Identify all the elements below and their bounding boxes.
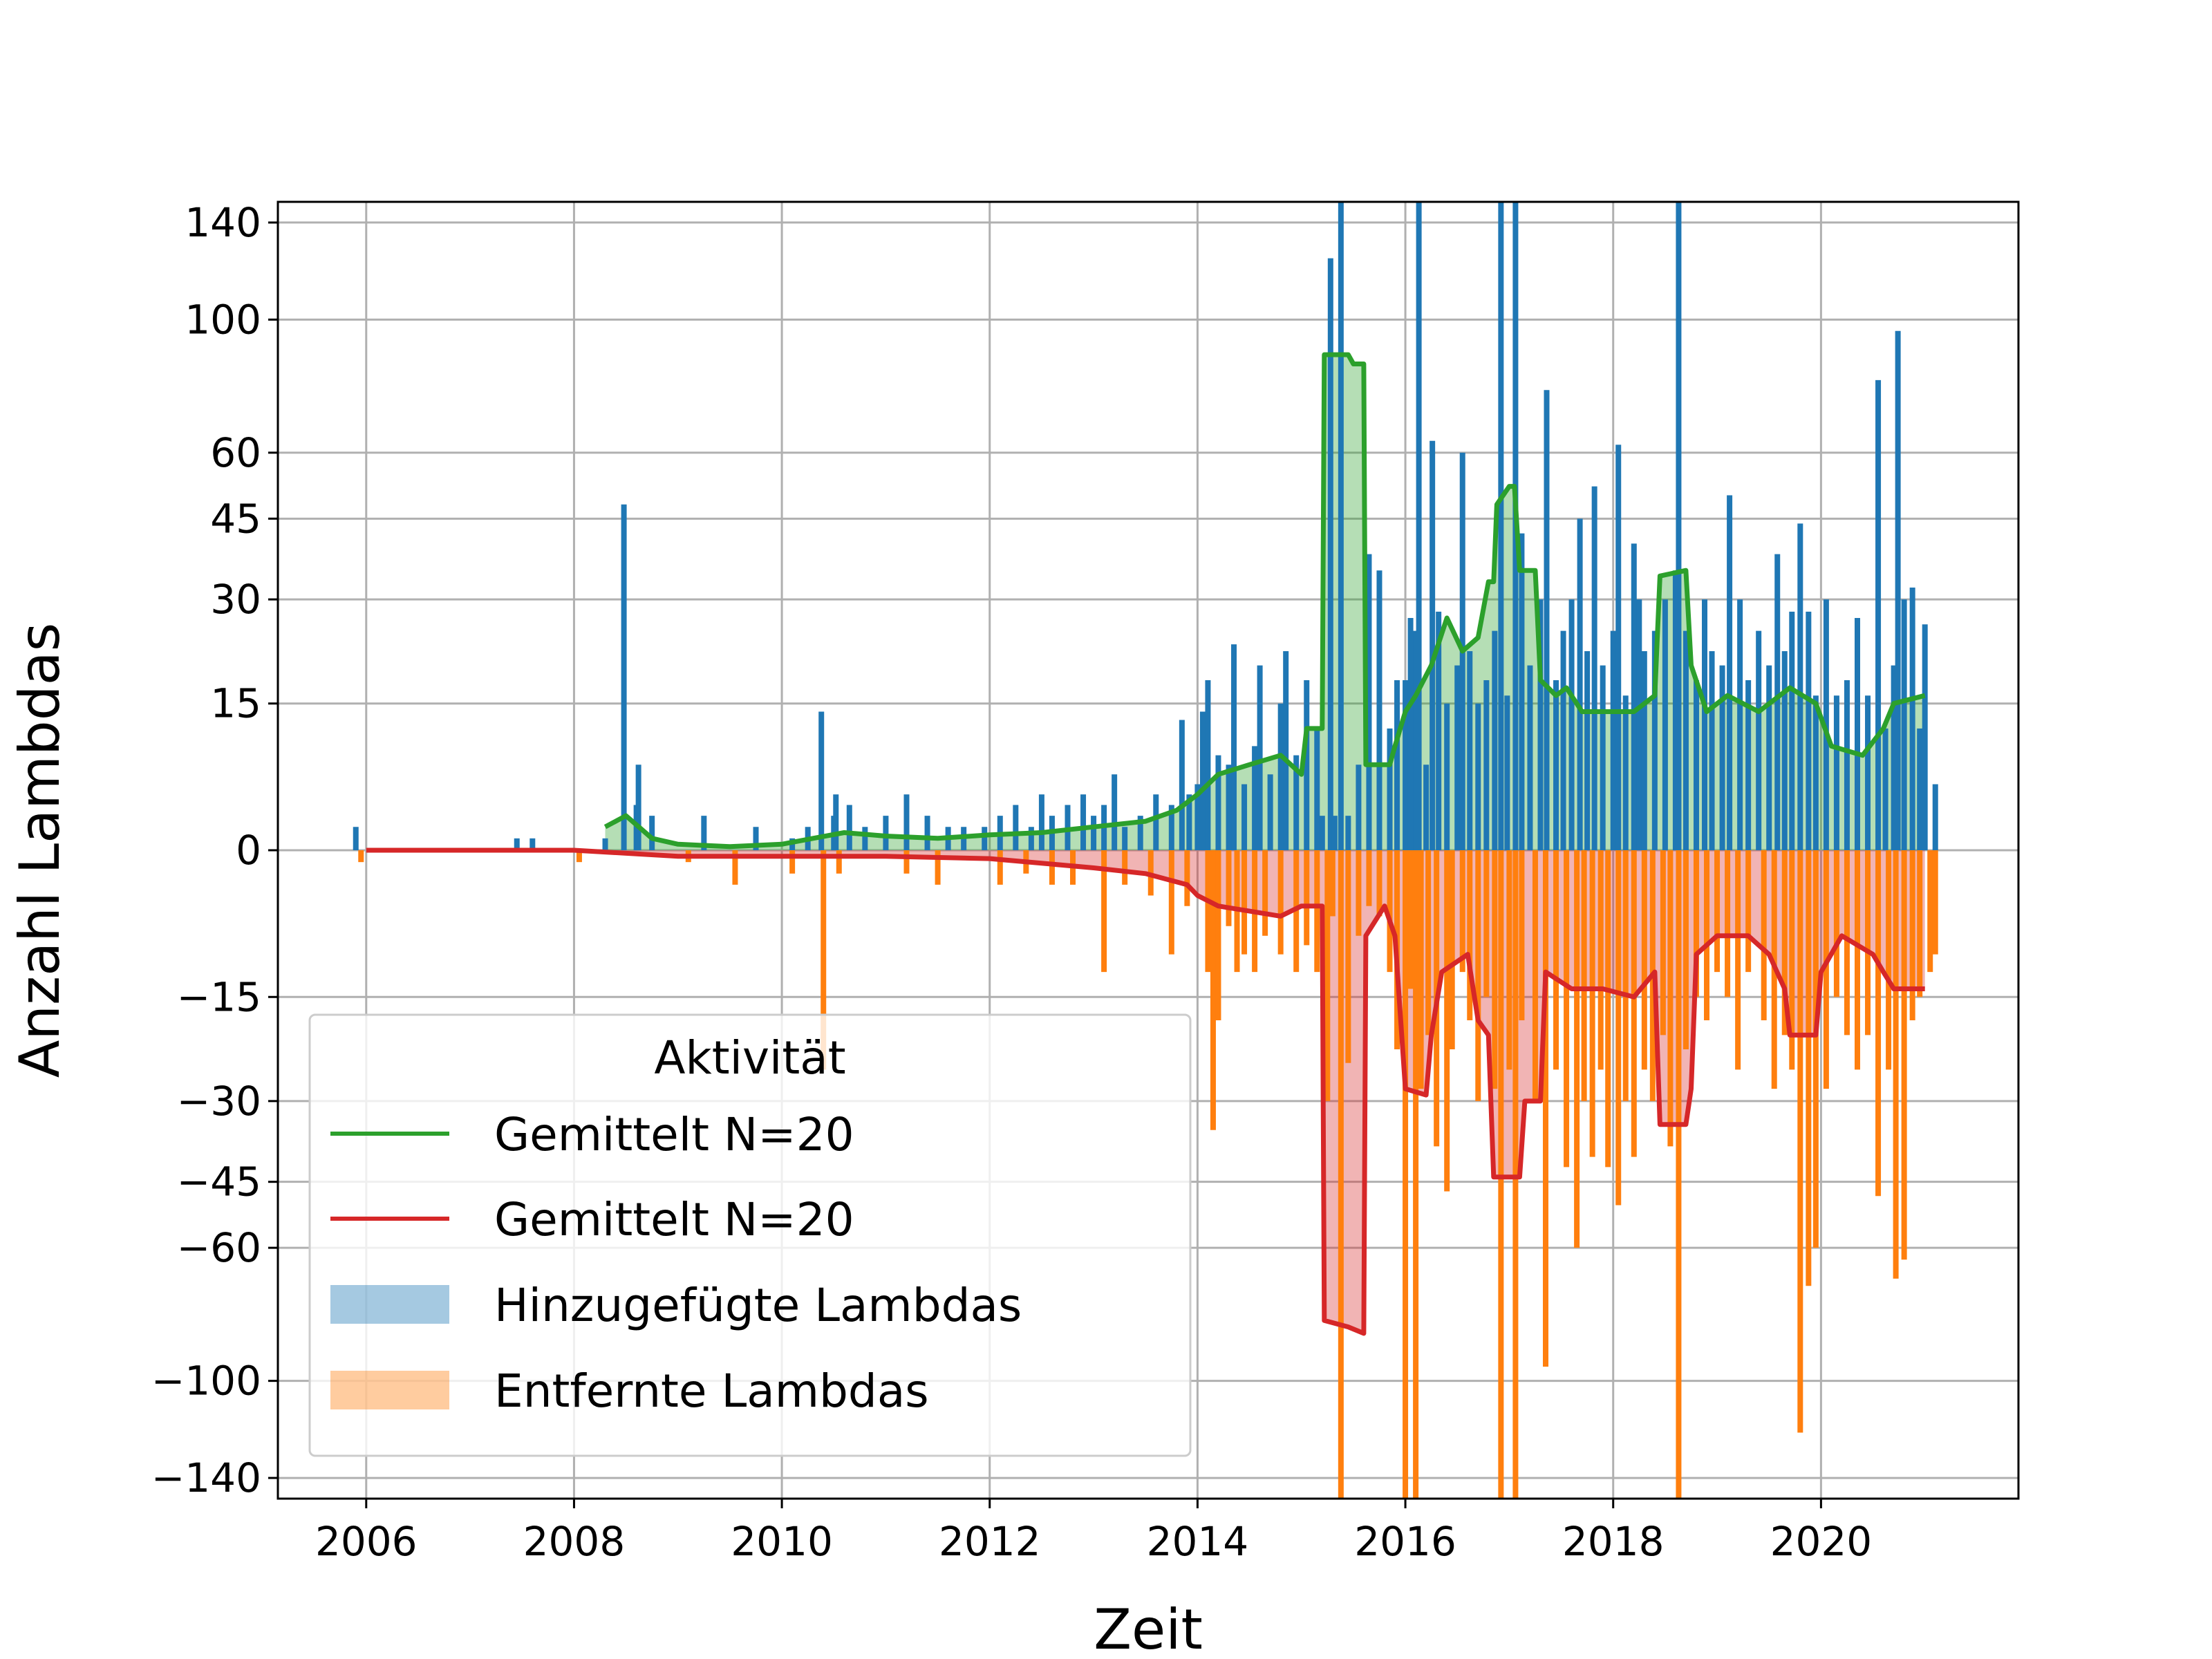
spike-series: [353, 202, 1938, 1499]
x-tick-label: 2018: [1562, 1518, 1665, 1565]
x-tick-label: 2014: [1147, 1518, 1249, 1565]
x-axis-title: Zeit: [1094, 1597, 1203, 1659]
legend: Aktivität Gemittelt N=20 Gemittelt N=20 …: [308, 1013, 1192, 1457]
average-lines: [366, 352, 1926, 1336]
y-tick-label: 45: [210, 495, 261, 542]
legend-box: [308, 1013, 1192, 1457]
x-tick-label: 2008: [523, 1518, 626, 1565]
y-tick-label: 100: [185, 296, 261, 343]
y-tick-label: 30: [210, 576, 261, 623]
y-tick-label: −30: [177, 1078, 261, 1125]
legend-label-removed: Entfernte Lambdas: [494, 1365, 929, 1418]
y-tick-label: 0: [236, 827, 261, 874]
legend-swatch-removed: [330, 1371, 449, 1409]
legend-title: Aktivität: [654, 1031, 845, 1085]
legend-swatch-added: [330, 1285, 449, 1324]
legend-label-added: Hinzugefügte Lambdas: [494, 1279, 1022, 1332]
legend-label-avg-added: Gemittelt N=20: [494, 1108, 854, 1161]
legend-label-avg-removed: Gemittelt N=20: [494, 1193, 854, 1246]
x-tick-label: 2010: [731, 1518, 833, 1565]
y-tick-label: 15: [210, 680, 261, 727]
y-tick-label: −140: [151, 1454, 261, 1501]
x-tick-label: 2012: [939, 1518, 1041, 1565]
y-axis-title: Anzahl Lambdas: [8, 623, 72, 1078]
x-tick-label: 2006: [315, 1518, 418, 1565]
avg-added-line: [603, 352, 1926, 850]
y-ticks: 140 100 60 45 30 15 0 −15 −30 −45 −60 −100 −140: [151, 199, 278, 1501]
y-tick-label: −15: [177, 973, 261, 1020]
y-tick-label: 140: [185, 199, 261, 246]
x-tick-label: 2020: [1770, 1518, 1873, 1565]
x-tick-label: 2016: [1354, 1518, 1456, 1565]
avg-removed-line: [366, 847, 1925, 1336]
x-ticks: 2006 2008 2010 2012 2014 2016 2018 2020: [315, 1499, 1872, 1565]
y-tick-label: −60: [177, 1224, 261, 1271]
y-tick-label: 60: [210, 429, 261, 476]
y-tick-label: −100: [151, 1358, 261, 1405]
y-tick-label: −45: [177, 1159, 261, 1206]
